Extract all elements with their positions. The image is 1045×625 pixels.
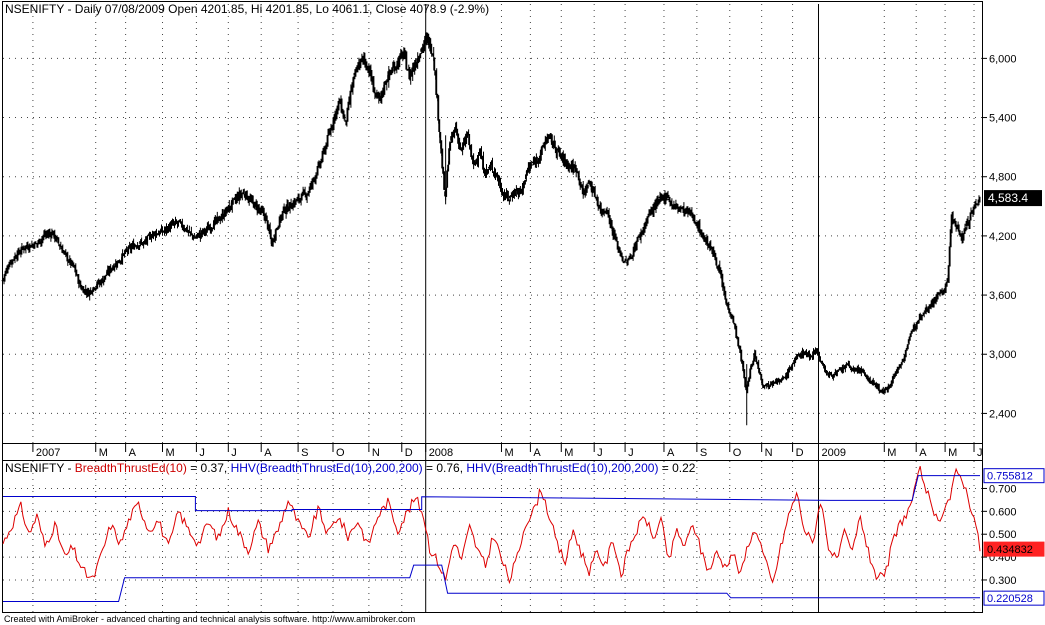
date-axis-month-label: M	[887, 447, 896, 459]
indicator-axis-label: 0.600	[989, 506, 1017, 518]
date-axis-month-label: J	[231, 447, 237, 459]
candle-bodies	[1, 34, 981, 394]
date-axis-month-label: M	[504, 447, 513, 459]
date-axis-month-label: N	[372, 447, 380, 459]
price-axis-label: 3,600	[989, 290, 1017, 302]
indicator-value-badge	[983, 541, 1045, 557]
date-axis-month-label: J	[628, 447, 634, 459]
indicator-axis-label: 0.300	[989, 575, 1017, 587]
date-axis-month-label: S	[700, 447, 707, 459]
date-axis-month-label: M	[948, 447, 957, 459]
indicator-value-label: 0.755812	[987, 471, 1033, 483]
price-axis-label: 4,200	[989, 231, 1017, 243]
date-axis-month-label: J	[977, 447, 983, 459]
date-axis-month-label: O	[336, 447, 345, 459]
date-axis-month-label: 2007	[36, 447, 60, 459]
price-axis-label: 3,000	[989, 349, 1017, 361]
date-axis-month-label: D	[796, 447, 804, 459]
date-axis-month-label: A	[264, 447, 272, 459]
date-axis: 2007 M A M J J A S O N D 2008 M A M J J A S O N D 2009 M A M J	[32, 444, 983, 460]
date-axis-month-label: O	[733, 447, 742, 459]
price-y-axis: 2,400 3,000 3,600 4,200 4,800 5,400 6,000 4,583…	[982, 53, 1042, 420]
indicator-title-part: = 0.22	[658, 461, 695, 475]
indicator-value-label: 0.434832	[987, 544, 1033, 556]
date-axis-month-label: M	[166, 447, 175, 459]
date-axis-month-label: M	[99, 447, 108, 459]
date-axis-year-label: 2009	[821, 447, 845, 459]
indicator-panel-title: NSENIFTY - BreadthThrustEd(10) = 0.37, H…	[5, 461, 696, 475]
date-axis-month-label: A	[129, 447, 137, 459]
indicator-title-part: HHV(BreadthThrustEd(10),200,200)	[466, 461, 658, 475]
indicator-title-prefix: NSENIFTY -	[5, 461, 75, 475]
indicator-title-part: HHV(BreadthThrustEd(10),200,200)	[231, 461, 423, 475]
date-axis-month-label: M	[564, 447, 573, 459]
indicator-axis-label: 0.500	[989, 529, 1017, 541]
date-axis-month-label: J	[597, 447, 603, 459]
date-axis-month-label: A	[667, 447, 675, 459]
price-axis-label: 4,800	[989, 172, 1017, 184]
indicator-title-part: = 0.76,	[423, 461, 467, 475]
footer-credit: Created with AmiBroker - advanced charti…	[4, 614, 415, 624]
indicator-series-line	[3, 475, 980, 512]
date-axis-month-label: S	[301, 447, 308, 459]
price-candles	[1, 32, 981, 426]
date-axis-month-label: A	[533, 447, 541, 459]
indicator-value-badge	[983, 590, 1045, 606]
indicator-y-axis: 0.3000.4000.5000.6000.7000.4348320.75581…	[982, 468, 1045, 606]
date-axis-month-label: J	[199, 447, 205, 459]
price-grid	[3, 4, 982, 443]
indicator-axis-label: 0.700	[989, 483, 1017, 495]
indicator-value-label: 0.220528	[987, 593, 1033, 605]
indicator-title-part: = 0.37,	[187, 461, 231, 475]
price-panel-title: NSENIFTY - Daily 07/08/2009 Open 4201.85…	[5, 2, 489, 16]
price-axis-label: 6,000	[989, 53, 1017, 65]
price-axis-label: 2,400	[989, 408, 1017, 420]
price-axis-label: 5,400	[989, 113, 1017, 125]
indicator-series-line	[2, 466, 981, 585]
indicator-lines	[2, 466, 981, 602]
date-axis-month-label: D	[405, 447, 413, 459]
indicator-series-line	[3, 564, 980, 602]
date-axis-month-label: A	[919, 447, 927, 459]
indicator-title-part: BreadthThrustEd(10)	[75, 461, 187, 475]
price-panel	[2, 1, 983, 444]
indicator-grid	[3, 461, 982, 612]
last-price-badge	[984, 190, 1042, 207]
date-axis-year-label: 2008	[429, 447, 453, 459]
date-axis-month-label: N	[765, 447, 773, 459]
indicator-panel	[2, 460, 983, 613]
indicator-value-badge	[983, 468, 1045, 484]
last-price-value: 4,583.4	[988, 191, 1028, 205]
